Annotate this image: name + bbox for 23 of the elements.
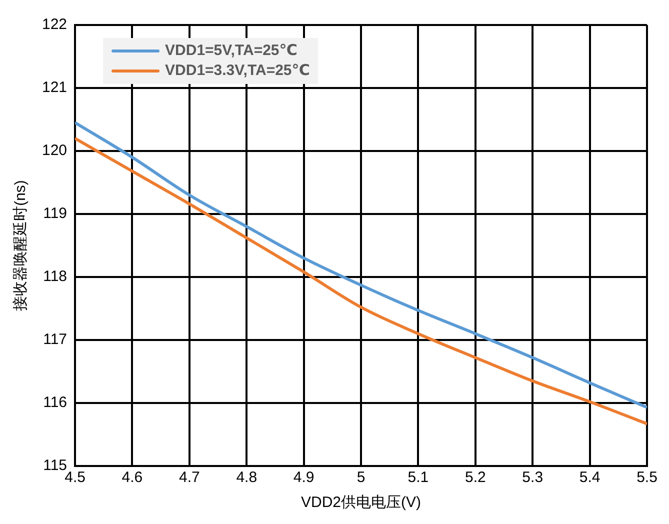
y-tick-label: 121 bbox=[42, 79, 68, 96]
x-tick-label: 5.4 bbox=[579, 469, 600, 486]
x-tick-label: 5.2 bbox=[464, 469, 486, 486]
y-tick-label: 119 bbox=[43, 205, 68, 222]
x-tick-label: 4.8 bbox=[236, 469, 258, 486]
y-tick-label: 118 bbox=[43, 268, 68, 286]
x-tick-label: 4.9 bbox=[293, 469, 314, 486]
x-tick-label: 5.5 bbox=[636, 469, 658, 486]
y-tick-label: 115 bbox=[43, 457, 68, 474]
y-tick-label: 117 bbox=[43, 331, 68, 348]
x-tick-label: 5.3 bbox=[522, 469, 544, 486]
x-tick-label: 4.6 bbox=[122, 469, 143, 486]
x-tick-label: 5 bbox=[356, 469, 366, 486]
x-tick-label: 5.1 bbox=[408, 469, 429, 486]
legend-label: VDD1=3.3V,TA=25℃ bbox=[165, 62, 310, 80]
y-tick-label: 122 bbox=[42, 16, 68, 34]
y-tick-label: 120 bbox=[42, 142, 68, 160]
x-axis-title: VDD2供电电压(V) bbox=[301, 494, 422, 512]
y-tick-label: 116 bbox=[43, 394, 68, 412]
x-tick-label: 4.5 bbox=[64, 469, 86, 486]
y-axis-title: 接收器唤醒延时(ns) bbox=[12, 180, 30, 311]
legend-label: VDD1=5V,TA=25℃ bbox=[165, 42, 298, 60]
x-tick-label: 4.7 bbox=[178, 469, 200, 486]
